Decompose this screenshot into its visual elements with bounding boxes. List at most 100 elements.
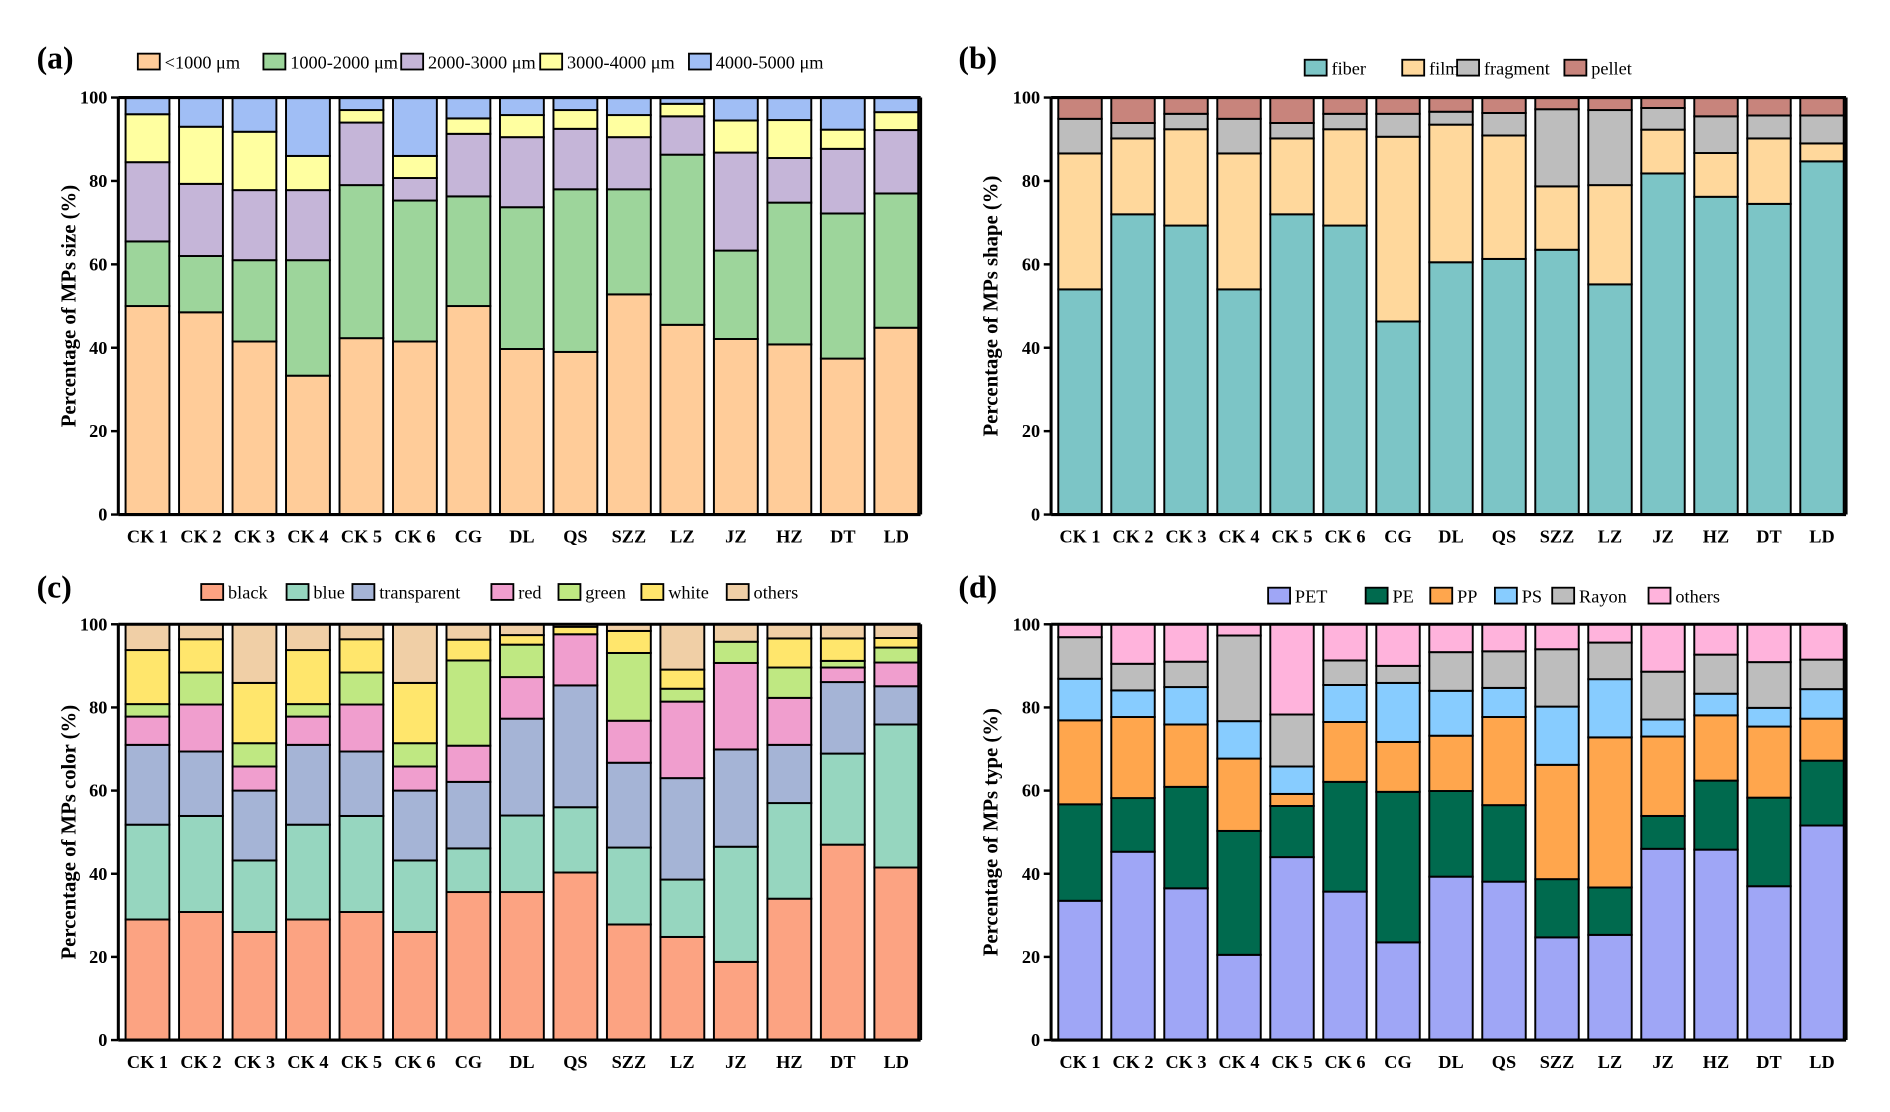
bar-segment xyxy=(1746,623,1792,664)
legend-item: 2000-3000 μm xyxy=(400,52,536,72)
bar-segment xyxy=(285,703,331,718)
bar-segment xyxy=(1693,623,1739,656)
legend-item: PET xyxy=(1267,586,1327,606)
bar-segment xyxy=(1481,804,1527,883)
legend-item: 3000-4000 μm xyxy=(539,52,675,72)
bar-segment xyxy=(552,127,599,191)
legend: <1000 μm 1000-2000 μm 2000-3000 μm 3000-400… xyxy=(136,52,823,72)
legend-swatch xyxy=(1429,586,1454,605)
panel-label: (c) xyxy=(37,569,72,604)
bar-segment xyxy=(659,623,706,671)
bar-stack xyxy=(1534,623,1580,1042)
bar-segment xyxy=(1322,224,1368,516)
bar-segment xyxy=(1163,96,1209,115)
bar-segment xyxy=(445,891,492,1042)
bar-segment xyxy=(1110,797,1156,853)
x-tick-label: CK 4 xyxy=(1218,1052,1259,1072)
legend-swatch xyxy=(285,583,310,601)
x-tick-label: CK 2 xyxy=(1112,527,1153,547)
bar-segment xyxy=(498,136,545,209)
bar-stack xyxy=(1428,623,1474,1042)
y-tick-label: 60 xyxy=(1022,781,1040,801)
legend: black blue transparent red green white others xyxy=(200,583,798,603)
legend-item: 1000-2000 μm xyxy=(262,52,398,72)
x-tick-label: CK 3 xyxy=(234,1052,275,1072)
bar-segment xyxy=(1693,152,1739,198)
bar-segment xyxy=(285,189,331,262)
bar-segment xyxy=(1057,636,1103,680)
x-tick-label: DL xyxy=(1438,1052,1463,1072)
bar-segment xyxy=(445,195,492,308)
bar-segment xyxy=(231,765,278,792)
bar-segment xyxy=(1216,634,1262,723)
x-tick-label: DL xyxy=(509,1052,534,1072)
legend-label: white xyxy=(668,583,709,603)
bar-segment xyxy=(124,918,171,1042)
bar-segment xyxy=(231,259,278,343)
legend-label: film xyxy=(1429,58,1459,78)
y-tick-label: 0 xyxy=(98,505,107,525)
bar-segment xyxy=(392,623,438,684)
bar-segment xyxy=(1322,721,1368,783)
y-tick-label: 40 xyxy=(89,864,107,884)
bar-segment xyxy=(1057,899,1103,1042)
bar-segment xyxy=(231,96,278,133)
bar-segment xyxy=(819,128,866,150)
bar-segment xyxy=(1110,96,1156,124)
x-tick-label: CK 5 xyxy=(341,527,382,547)
bar-segment xyxy=(1640,96,1686,109)
x-tick-label: DT xyxy=(830,527,855,547)
x-tick-label: SZZ xyxy=(612,527,647,547)
bar-segment xyxy=(1375,664,1421,684)
bar-segment xyxy=(1216,117,1262,155)
bar-segment xyxy=(712,119,759,154)
legend-swatch xyxy=(557,583,582,601)
bar-segment xyxy=(1163,224,1209,516)
bar-stack xyxy=(1746,623,1792,1042)
bar-segment xyxy=(124,743,171,826)
bar-segment xyxy=(1269,856,1315,1042)
x-tick-label: CK 1 xyxy=(1059,527,1100,547)
x-tick-label: JZ xyxy=(1652,1052,1673,1072)
bar-segment xyxy=(659,878,706,938)
legend-label: <1000 μm xyxy=(165,52,240,72)
bar-segment xyxy=(766,897,813,1042)
bar-segment xyxy=(1163,128,1209,227)
bar-segment xyxy=(1640,106,1686,131)
bar-stack xyxy=(1110,623,1156,1042)
bar-segment xyxy=(712,640,759,664)
bar-stack xyxy=(1746,96,1792,516)
bar-stack xyxy=(1799,623,1845,1042)
bar-stack xyxy=(1693,96,1739,516)
bar-segment xyxy=(338,337,385,516)
bar-segment xyxy=(1587,184,1633,286)
bar-segment xyxy=(1057,719,1103,806)
bar-segment xyxy=(1057,96,1103,120)
bar-segment xyxy=(1428,123,1474,264)
legend-item: Rayon xyxy=(1551,586,1627,606)
bar-stack xyxy=(1269,623,1315,1042)
bar-segment xyxy=(552,96,599,112)
bar-segment xyxy=(1428,689,1474,737)
bar-segment xyxy=(124,823,171,921)
y-tick-label: 40 xyxy=(1022,338,1040,358)
legend-item: film xyxy=(1401,58,1460,78)
x-tick-label: QS xyxy=(1492,1052,1516,1072)
legend-swatch xyxy=(1493,586,1518,605)
x-tick-label: HZ xyxy=(776,1052,802,1072)
bar-segment xyxy=(659,153,706,326)
bar-segment xyxy=(1693,848,1739,1042)
x-tick-label: CG xyxy=(455,527,482,547)
x-tick-label: DT xyxy=(1756,527,1781,547)
bar-segment xyxy=(1216,953,1262,1042)
bars: CK 1 CK 2 CK 3 CK 4 CK 5 CK 6 CG DL QS SZZ LZ JZ HZ D… xyxy=(1057,96,1845,547)
x-tick-label: CK 1 xyxy=(127,1052,168,1072)
bar-segment xyxy=(1375,681,1421,743)
bar-segment xyxy=(659,777,706,881)
bar-segment xyxy=(1269,805,1315,859)
legend-item: black xyxy=(200,583,268,603)
y-tick-label: 80 xyxy=(1022,171,1040,191)
bar-segment xyxy=(1799,824,1845,1042)
bar-segment xyxy=(445,305,492,516)
bar-segment xyxy=(1640,718,1686,738)
